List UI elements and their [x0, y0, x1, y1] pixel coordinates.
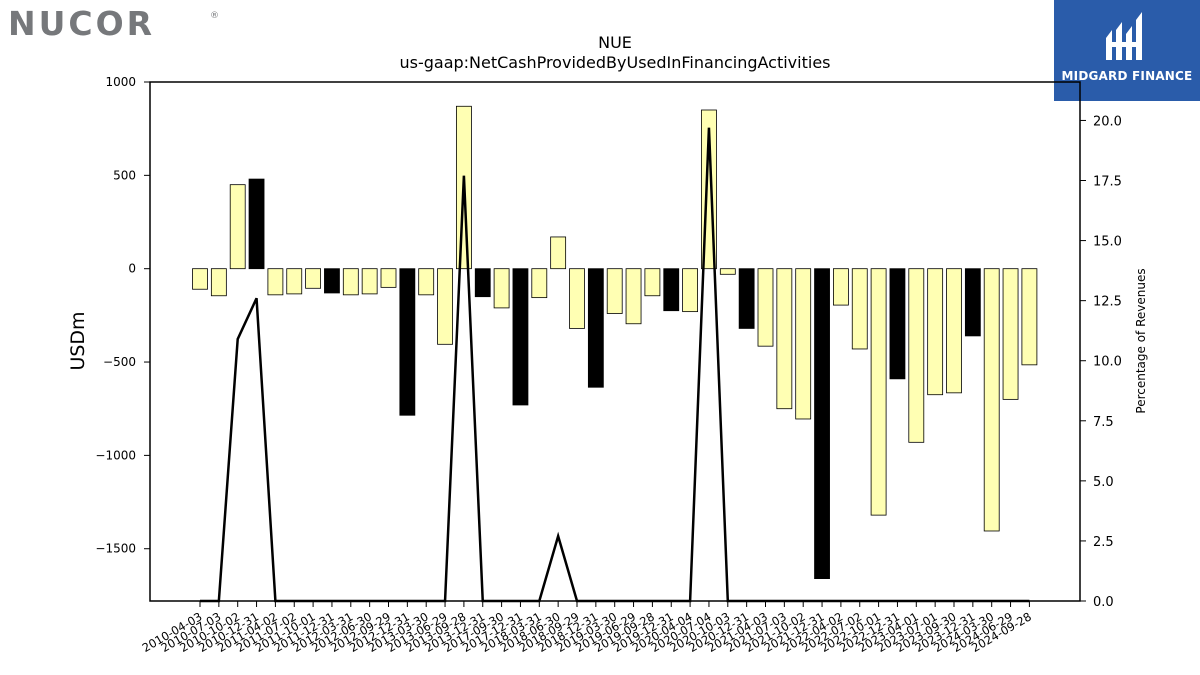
- y-tick-label-1000: 1000: [105, 75, 136, 89]
- y2-tick-label-20: 20.0: [1093, 114, 1122, 129]
- bar-2012-09-29: [380, 268, 397, 288]
- y-tick-label--1500: −1500: [95, 542, 136, 556]
- bar-2024-03-30: [983, 268, 1000, 532]
- bar-2024-09-28: [1021, 268, 1038, 366]
- y-tick-label-500: 500: [113, 168, 136, 182]
- midgard-emblem-icon: [1106, 12, 1142, 60]
- bar-2010-07-03: [210, 268, 227, 297]
- y2-tick-label-15: 15.0: [1093, 235, 1122, 250]
- bar-2011-07-02: [286, 268, 303, 295]
- y-tick-label--500: −500: [103, 355, 136, 369]
- bar-2021-10-02: [795, 268, 812, 420]
- bar-2017-09-30: [493, 268, 510, 309]
- bar-2019-12-31: [663, 268, 680, 312]
- y-axis-label: USDm: [67, 311, 89, 370]
- y2-tick-label-17.5: 17.5: [1093, 175, 1122, 190]
- bar-2020-04-04: [682, 268, 698, 313]
- y2-tick-label-7.5: 7.5: [1093, 415, 1114, 430]
- bar-2023-07-01: [927, 268, 944, 396]
- bar-2011-04-02: [267, 268, 284, 296]
- nucor-logo-text: NUCOR: [8, 4, 155, 40]
- bar-2010-12-31: [248, 178, 265, 270]
- bar-2020-10-03: [719, 268, 736, 275]
- bar-2021-12-31: [814, 268, 830, 580]
- bar-2020-12-31: [738, 268, 755, 329]
- bar-2019-06-29: [625, 268, 642, 325]
- chart-subtitle: us-gaap:NetCashProvidedByUsedInFinancing…: [399, 53, 830, 72]
- bar-2019-09-28: [644, 268, 661, 297]
- bar-2012-06-30: [361, 268, 378, 295]
- midgard-finance-logo: MIDGARD FINANCE: [1054, 0, 1200, 101]
- y-tick-label-0: 0: [128, 262, 136, 276]
- bar-2022-10-01: [870, 268, 887, 516]
- bar-2017-12-31: [512, 268, 529, 406]
- registered-mark: ®: [210, 11, 219, 21]
- bar-2024-06-29: [1002, 268, 1019, 400]
- bar-2022-12-31: [889, 268, 906, 380]
- bar-2011-10-01: [305, 268, 322, 289]
- bar-2023-09-30: [946, 268, 962, 394]
- y2-tick-label-10: 10.0: [1093, 355, 1122, 370]
- bar-2018-09-29: [569, 268, 585, 329]
- bar-2022-07-02: [851, 268, 868, 350]
- bar-2011-12-31: [324, 268, 340, 294]
- plot-area: 1000 500 0 −500 −1000 −1500 0.0 2.5 5.0 7.5 10.0 12…: [95, 75, 1122, 655]
- bar-2012-12-31: [399, 268, 416, 416]
- y2-tick-label-2.5: 2.5: [1093, 535, 1114, 550]
- midgard-finance-text: MIDGARD FINANCE: [1061, 69, 1193, 83]
- y2-tick-label-12.5: 12.5: [1093, 295, 1122, 310]
- bar-2018-12-31: [587, 268, 604, 388]
- bar-2010-10-02: [229, 184, 246, 270]
- bar-2023-04-01: [908, 268, 925, 443]
- bar-2018-03-31: [531, 268, 548, 299]
- y2-tick-label-5: 5.0: [1093, 475, 1114, 490]
- y2-tick-label-0: 0.0: [1093, 595, 1114, 610]
- bar-2021-07-03: [776, 268, 793, 410]
- bar-2013-06-29: [437, 268, 453, 345]
- bar-2023-12-31: [964, 268, 981, 337]
- bar-2021-04-03: [757, 268, 774, 347]
- nucor-logo: NUCOR ®: [6, 4, 221, 44]
- bar-2013-12-31: [474, 268, 491, 298]
- y-tick-label--1000: −1000: [95, 448, 136, 462]
- bar-2012-03-31: [342, 268, 359, 296]
- plot-frame: [149, 81, 1081, 602]
- bar-2022-04-02: [833, 268, 849, 306]
- bar-2018-06-30: [550, 236, 567, 270]
- y2-axis-label: Percentage of Revenues: [1134, 268, 1148, 413]
- bar-2019-03-30: [606, 268, 623, 314]
- bar-2010-04-03: [192, 268, 208, 290]
- chart-title: NUE: [598, 33, 632, 52]
- bar-2013-03-30: [418, 268, 435, 296]
